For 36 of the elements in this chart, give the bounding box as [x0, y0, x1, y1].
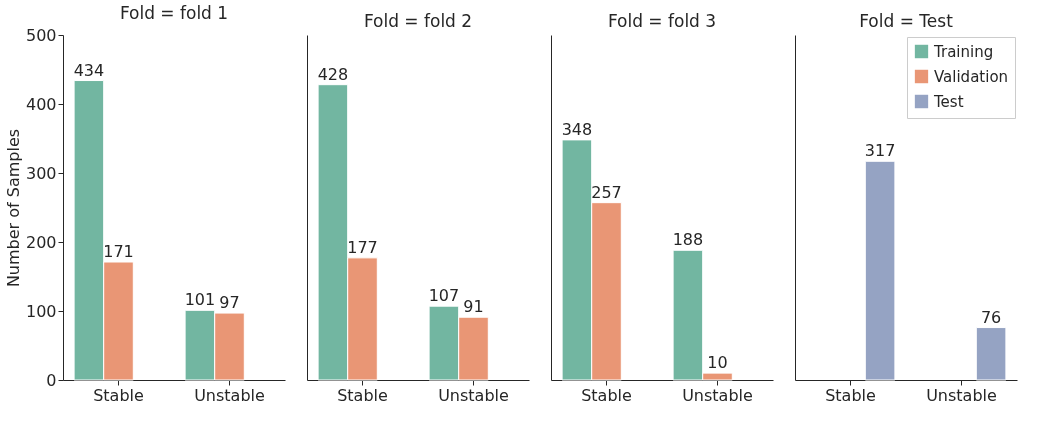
data-label: 434	[73, 60, 105, 80]
data-label: 97	[219, 293, 240, 313]
x-tick-label: Stable	[337, 385, 388, 405]
chart-title: Fold = fold 3	[607, 11, 717, 31]
data-label: 317	[864, 141, 896, 161]
x-tick-label: Stable	[825, 385, 876, 405]
x-tick-label: Stable	[581, 385, 632, 405]
x-tick-label: Unstable	[194, 385, 265, 405]
data-label: 76	[980, 307, 1002, 327]
chart-title: Fold = fold 1	[119, 3, 229, 23]
data-label: 101	[184, 290, 216, 310]
legend-label: Training	[933, 42, 994, 61]
x-tick-label: Unstable	[926, 385, 997, 405]
x-tick-label: Unstable	[438, 385, 509, 405]
data-label: 348	[561, 119, 593, 139]
y-tick-label: 200	[25, 232, 57, 252]
y-tick-label: 400	[25, 94, 57, 114]
y-axis-title: Number of Samples	[3, 128, 23, 288]
legend-label: Test	[933, 92, 964, 111]
data-label: 177	[347, 237, 378, 257]
legend-label: Validation	[934, 67, 1009, 86]
data-label: 91	[463, 297, 484, 317]
data-label: 428	[317, 64, 349, 84]
y-tick-label: 300	[25, 163, 57, 183]
chart-title: Fold = Test	[859, 11, 954, 31]
data-label: 107	[428, 286, 460, 306]
data-label: 257	[591, 182, 622, 202]
x-tick-label: Stable	[93, 385, 144, 405]
data-label: 188	[672, 230, 704, 250]
data-label: 171	[103, 242, 134, 262]
chart-title: Fold = fold 2	[363, 11, 473, 31]
x-tick-label: Unstable	[682, 385, 753, 405]
y-tick-label: 0	[46, 370, 57, 390]
y-tick-label: 100	[25, 301, 57, 321]
data-label: 10	[707, 353, 728, 373]
y-tick-label: 500	[25, 25, 57, 45]
